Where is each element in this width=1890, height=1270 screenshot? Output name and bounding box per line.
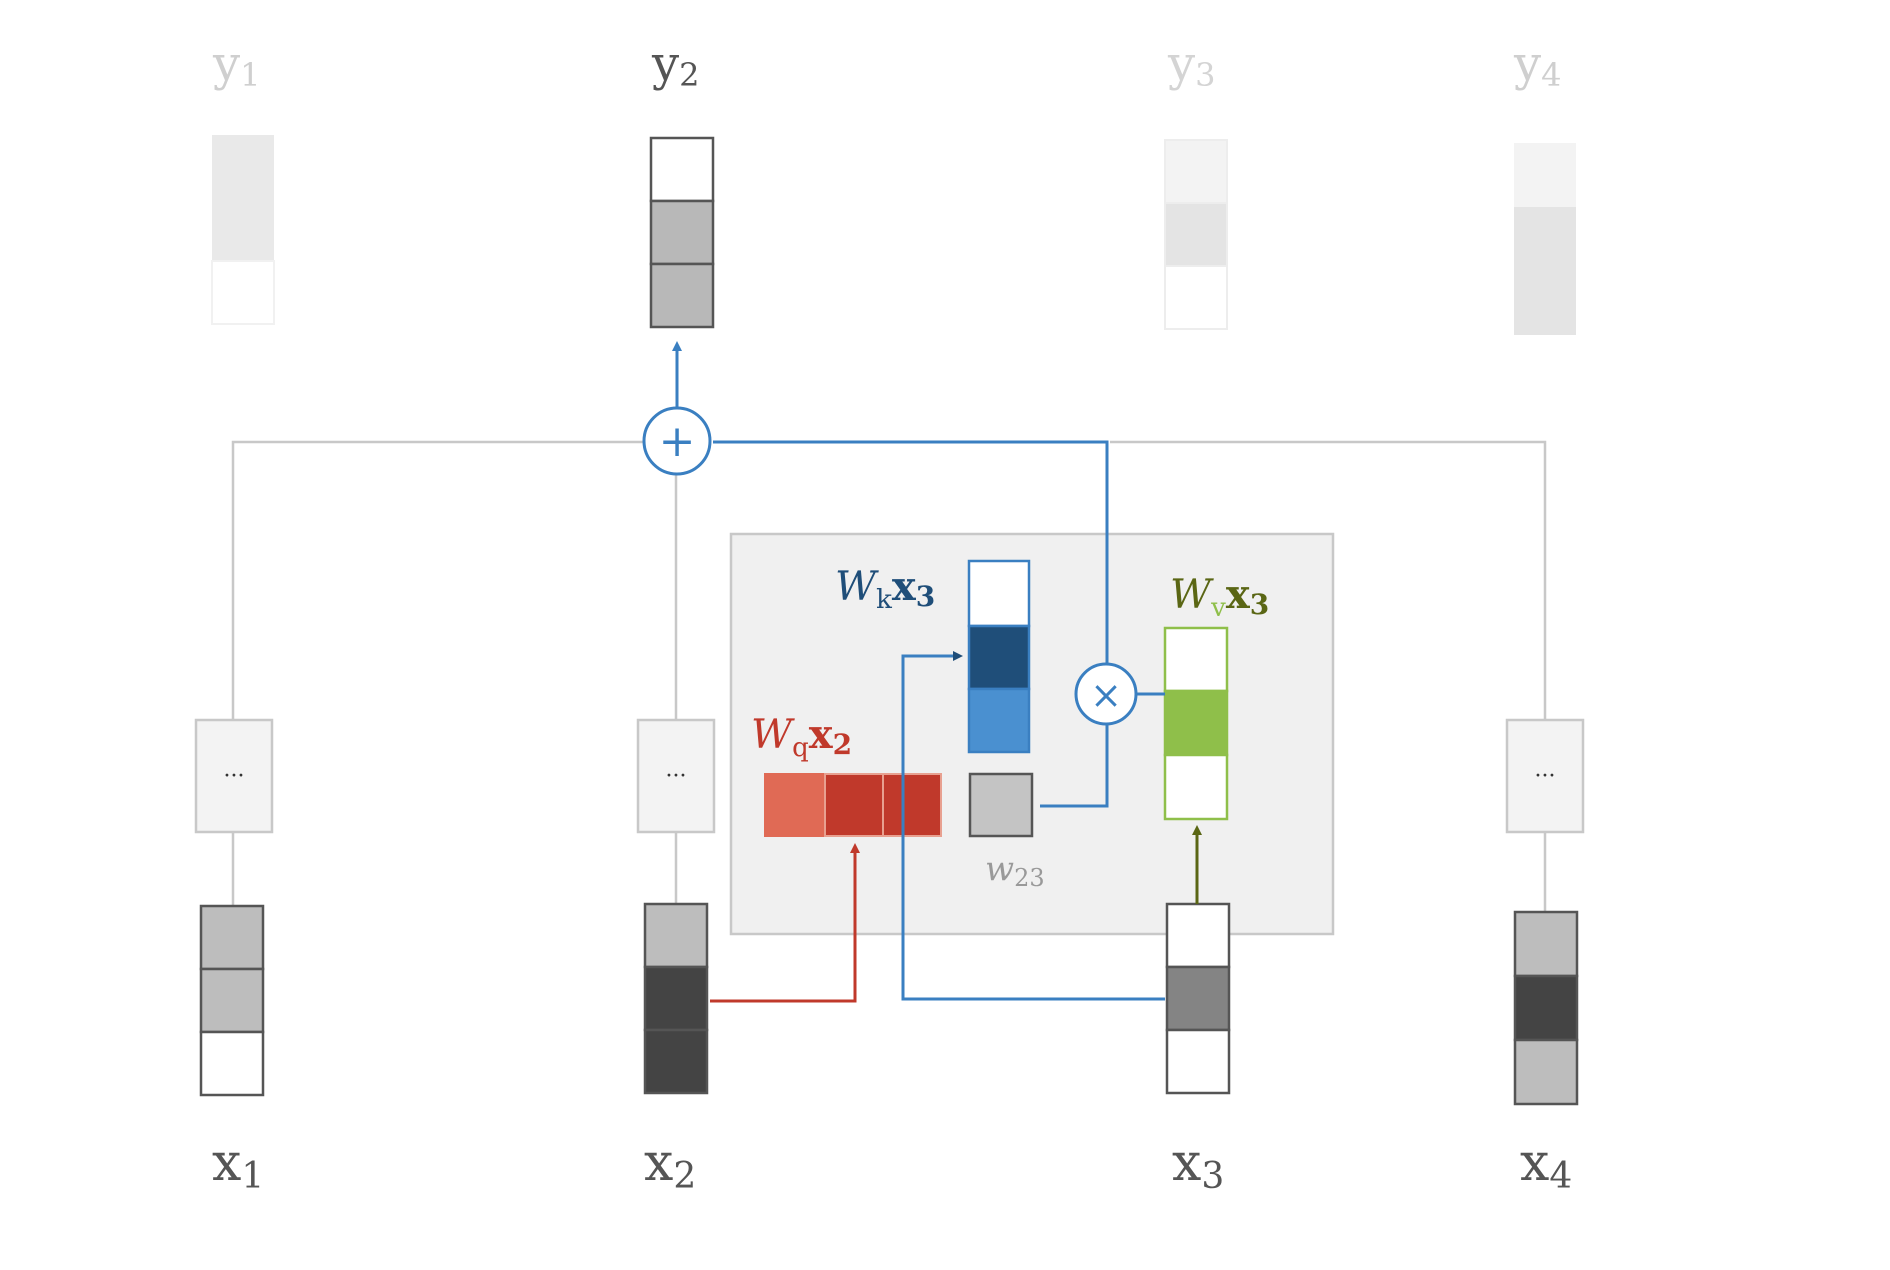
- ellipsis-text: ···: [666, 764, 687, 789]
- label-y4: y4: [1513, 36, 1561, 94]
- attention-panel: [729, 532, 1335, 936]
- label-weight: w23: [985, 849, 1045, 892]
- ellipsis-text: ···: [224, 764, 245, 789]
- output-vector-y1: [211, 135, 275, 325]
- input-vector-x1: [199, 904, 265, 1097]
- ellipsis-box-1: ···: [194, 718, 274, 834]
- label-x4: x4: [1520, 1133, 1572, 1197]
- sum-operator: +: [642, 406, 712, 476]
- weight-square: [968, 772, 1034, 838]
- label-x2: x2: [644, 1133, 696, 1197]
- input-vector-x3: [1165, 902, 1231, 1095]
- label-y3: y3: [1167, 36, 1215, 94]
- value-vector: [1163, 626, 1229, 821]
- gray-connectors: [231, 440, 1547, 912]
- ellipsis-text: ···: [1535, 764, 1556, 789]
- label-query: Wqx2: [751, 711, 852, 763]
- label-x1: x1: [212, 1133, 264, 1197]
- plus-icon: +: [659, 416, 696, 467]
- ellipsis-box-2: ···: [636, 718, 716, 834]
- label-y2: y2: [651, 36, 699, 94]
- times-icon: ×: [1090, 673, 1122, 717]
- key-projection-line: [901, 654, 1165, 1001]
- label-key: Wkx3: [835, 563, 935, 615]
- label-y1: y1: [212, 36, 260, 94]
- output-vector-y2: [649, 136, 715, 329]
- connector-x4: [1110, 440, 1547, 720]
- input-vector-x4: [1513, 910, 1579, 1106]
- connector-x1: [231, 440, 646, 720]
- ellipsis-box-4: ···: [1505, 718, 1585, 834]
- output-vector-y3: [1164, 139, 1228, 330]
- multiply-to-sum-line: [713, 440, 1109, 664]
- weight-to-multiply-line: [1040, 725, 1109, 808]
- input-vector-x2: [643, 902, 709, 1095]
- label-x3: x3: [1172, 1133, 1224, 1197]
- output-vector-y4: [1514, 143, 1576, 335]
- key-vector: [967, 559, 1031, 754]
- label-value: Wvx3: [1170, 571, 1269, 623]
- query-projection-arrow: [710, 843, 860, 1003]
- multiply-operator: ×: [1074, 662, 1138, 726]
- query-vector: [764, 773, 942, 837]
